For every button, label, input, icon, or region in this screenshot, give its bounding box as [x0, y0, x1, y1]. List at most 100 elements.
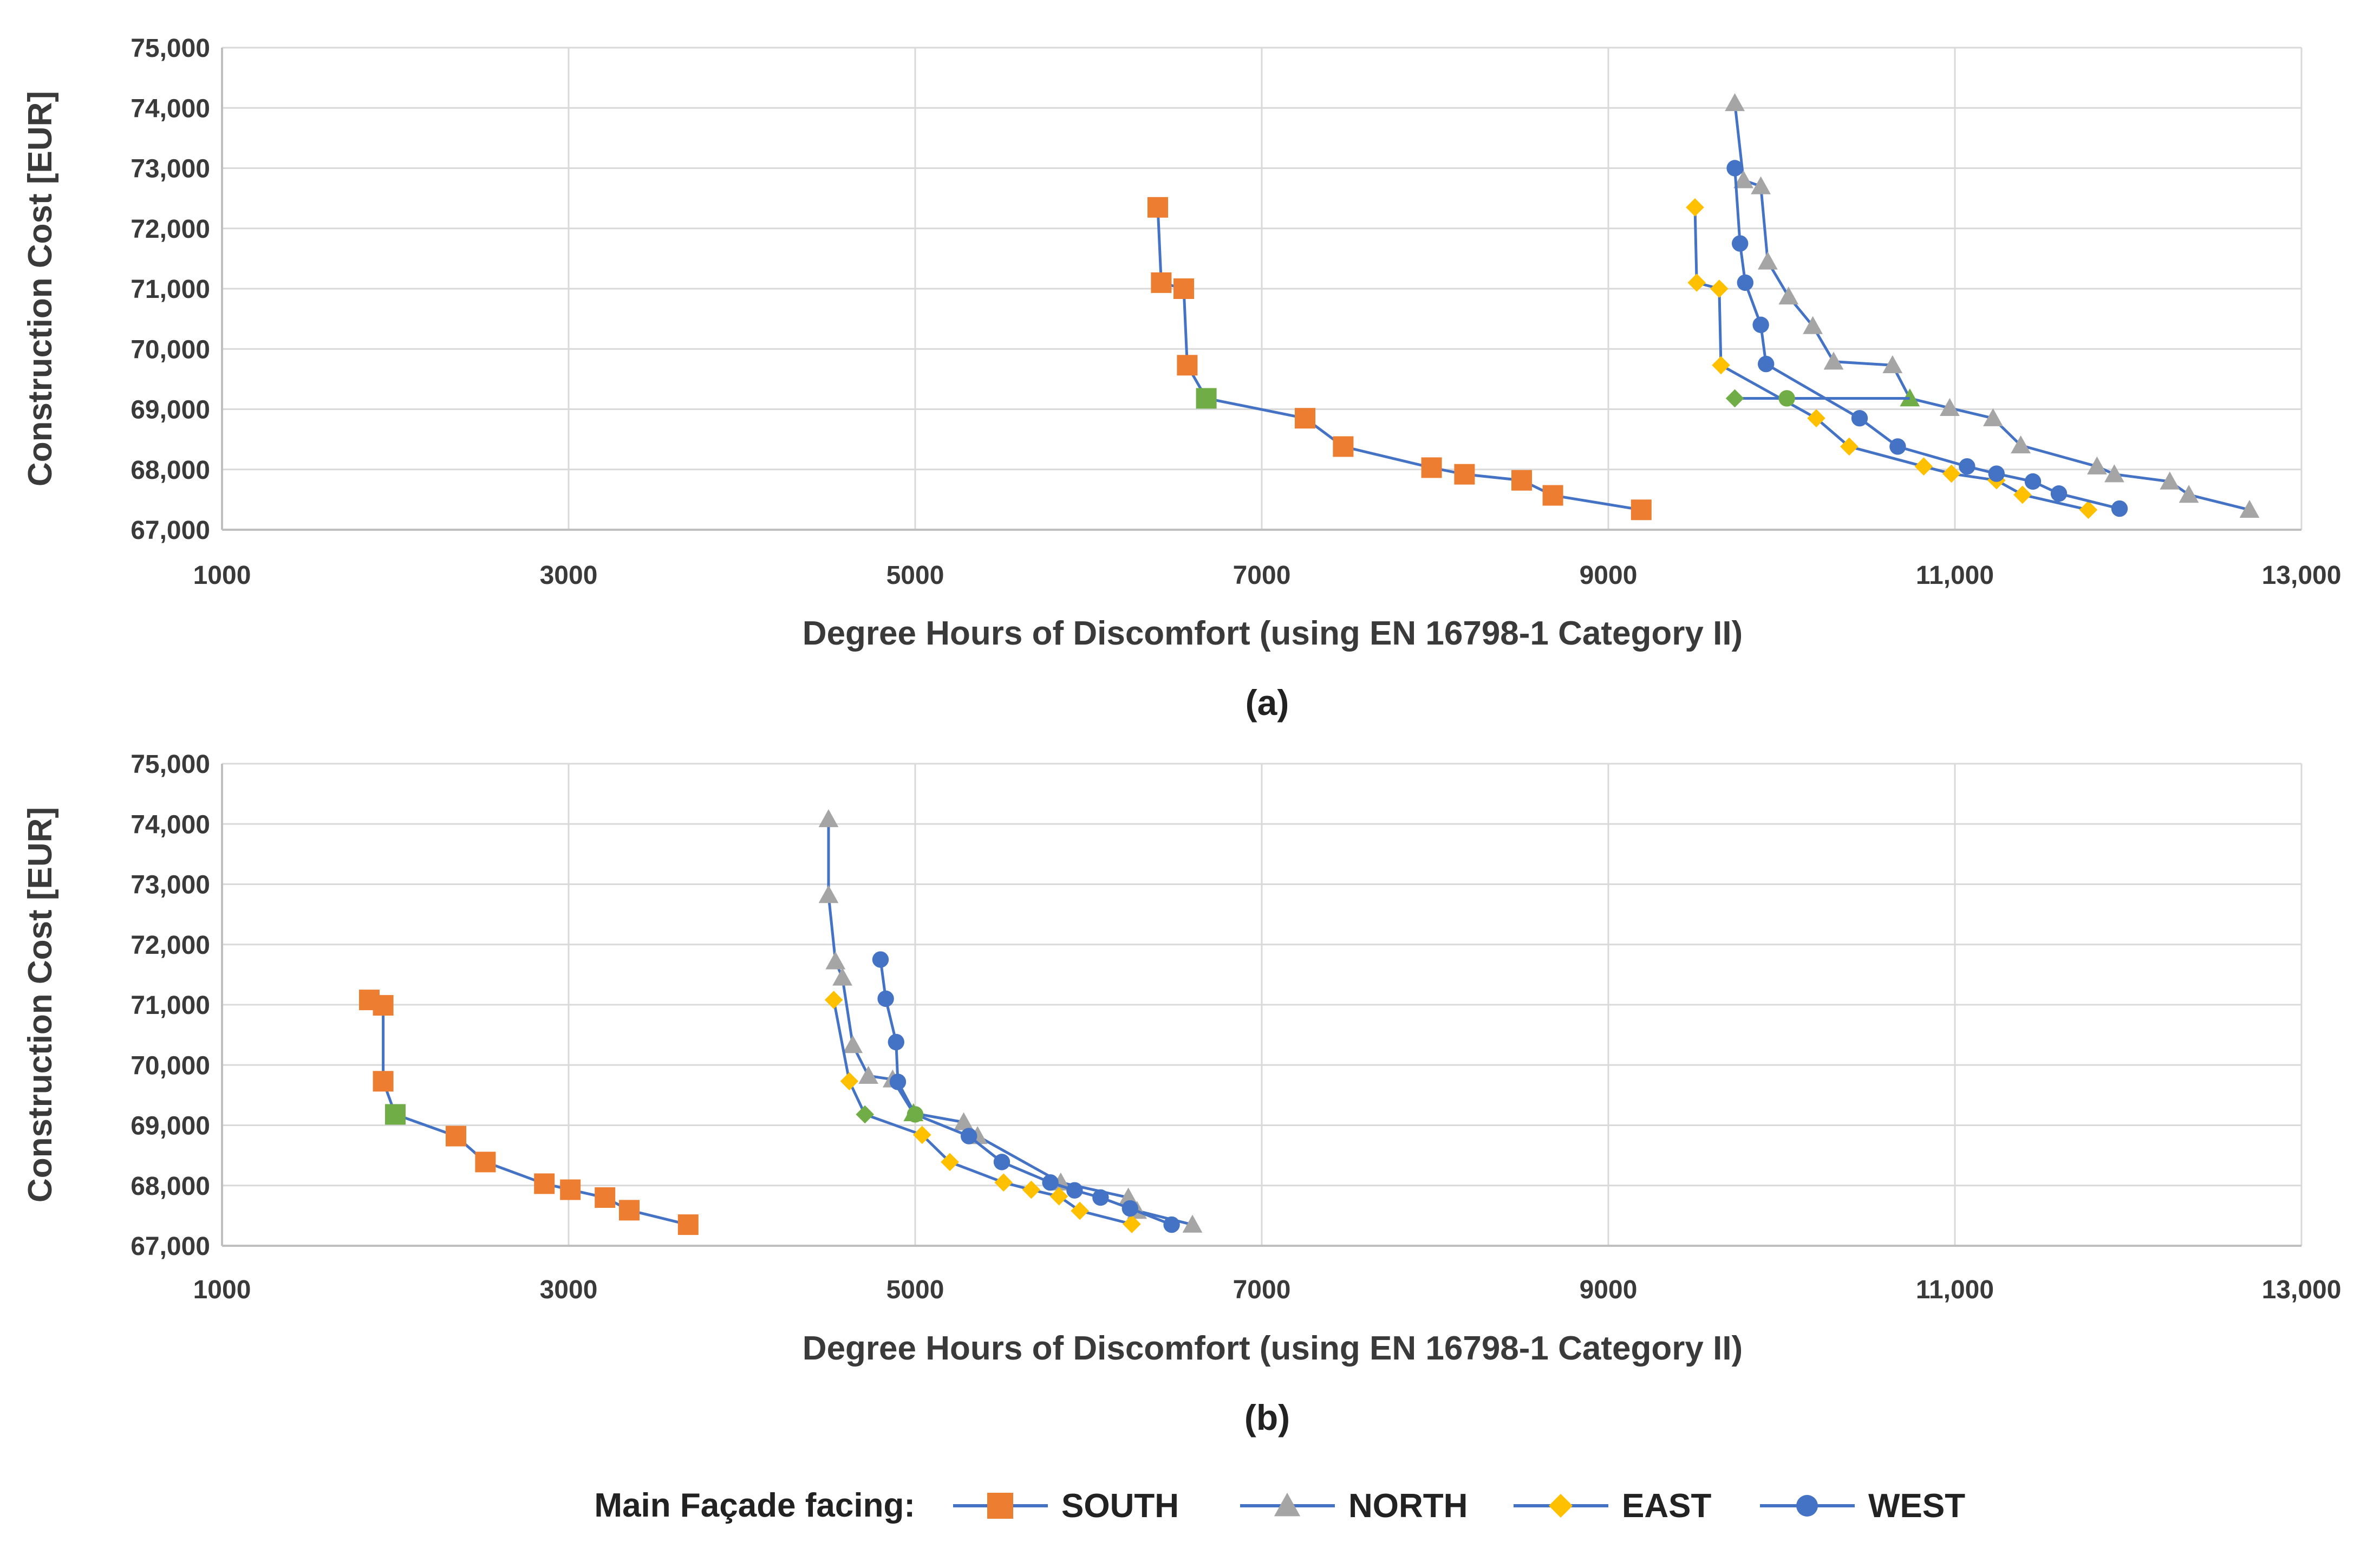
data-point-north — [2160, 471, 2180, 490]
data-point-north — [818, 809, 839, 828]
y-axis-label: Construction Cost [EUR] — [22, 807, 59, 1202]
data-point-south — [1454, 464, 1475, 485]
data-point-east — [941, 1153, 959, 1172]
legend: Main Façade facing: SOUTH NORTH EAST WEST — [594, 1487, 1965, 1525]
x-tick-label: 1000 — [193, 1276, 251, 1304]
data-point-south — [1151, 272, 1172, 293]
data-point-west — [1752, 316, 1769, 333]
x-tick-label: 5000 — [886, 561, 944, 590]
legend-item-north: NORTH — [1240, 1487, 1468, 1525]
data-point-west — [1851, 409, 1868, 427]
data-point-north — [858, 1065, 878, 1084]
x-tick-label: 13,000 — [2262, 561, 2342, 590]
data-point-north — [832, 967, 852, 986]
x-tick-label: 1000 — [193, 561, 251, 590]
data-point-south — [1295, 408, 1315, 429]
legend-label: WEST — [1868, 1487, 1965, 1525]
legend-label: SOUTH — [1061, 1487, 1179, 1525]
x-tick-label: 5000 — [886, 1276, 944, 1304]
data-point-north — [954, 1112, 974, 1130]
data-point-south — [446, 1126, 466, 1147]
data-point-south — [475, 1152, 496, 1173]
series-north — [1725, 93, 2260, 518]
x-tick-label: 11,000 — [1916, 1276, 1994, 1304]
data-point-north — [1882, 355, 1903, 374]
data-point-west — [1726, 160, 1743, 177]
data-point-north — [1778, 287, 1799, 305]
data-point-east — [1710, 279, 1729, 298]
x-tick-label: 11,000 — [1916, 561, 1994, 590]
data-point-west — [1959, 458, 1975, 475]
x-tick-label: 3000 — [540, 1276, 598, 1304]
data-point-west — [2050, 485, 2068, 502]
data-point-north — [1758, 251, 1778, 270]
legend-label: NORTH — [1348, 1487, 1468, 1525]
data-point-north — [1182, 1214, 1203, 1233]
data-point-east — [994, 1173, 1013, 1192]
data-point-north — [2179, 485, 2199, 503]
data-point-west — [1737, 274, 1753, 291]
data-point-south — [1147, 197, 1168, 218]
data-point-north — [1733, 170, 1753, 188]
data-point-south — [560, 1179, 581, 1200]
data-point-north — [1823, 352, 1844, 370]
y-tick-label: 71,000 — [131, 275, 210, 304]
data-point-south — [1177, 355, 1198, 376]
data-point-west — [1988, 465, 2005, 482]
series-north — [818, 809, 1203, 1233]
data-point-east — [1942, 464, 1961, 483]
data-point-east — [1807, 409, 1825, 427]
series-west — [872, 951, 1180, 1233]
legend-marker-south — [987, 1493, 1013, 1519]
data-point-north — [1725, 93, 1745, 112]
legend-label: EAST — [1622, 1487, 1711, 1525]
data-point-south — [1511, 470, 1532, 491]
data-point-west — [1758, 355, 1775, 373]
data-point-east — [1686, 198, 1704, 217]
data-point-south — [677, 1214, 699, 1235]
x-tick-label: 9000 — [1580, 561, 1638, 590]
panel-label: (a) — [1246, 682, 1289, 723]
data-point-east — [2079, 500, 2098, 519]
data-point-west — [872, 951, 889, 968]
series-south — [1147, 197, 1652, 521]
data-point-east — [1071, 1201, 1089, 1220]
data-point-west — [1121, 1200, 1138, 1217]
data-point-south — [595, 1187, 616, 1208]
data-point-north — [2239, 499, 2260, 518]
y-tick-label: 71,000 — [131, 991, 210, 1020]
x-axis-label: Degree Hours of Discomfort (using EN 167… — [803, 615, 1743, 652]
data-point-east — [824, 991, 843, 1009]
data-point-east — [1840, 437, 1859, 456]
legend-marker-north — [1274, 1492, 1301, 1517]
y-tick-label: 72,000 — [131, 215, 210, 244]
x-tick-label: 3000 — [540, 561, 598, 590]
series-south — [359, 990, 699, 1235]
data-point-south — [534, 1173, 555, 1194]
data-point-west — [907, 1106, 924, 1123]
data-point-east — [2013, 485, 2032, 504]
y-tick-label: 67,000 — [131, 1232, 210, 1261]
y-tick-label: 74,000 — [131, 94, 210, 123]
data-point-west — [1732, 235, 1749, 252]
data-point-east — [1049, 1187, 1068, 1206]
data-point-south — [1173, 278, 1194, 299]
y-tick-label: 75,000 — [131, 34, 210, 63]
y-tick-label: 72,000 — [131, 931, 210, 960]
data-point-south — [373, 995, 394, 1016]
legend-title: Main Façade facing: — [594, 1487, 915, 1524]
y-tick-label: 70,000 — [131, 1051, 210, 1080]
data-point-south — [373, 1071, 394, 1092]
data-point-south — [1333, 436, 1354, 457]
x-axis-label: Degree Hours of Discomfort (using EN 167… — [803, 1330, 1743, 1367]
data-point-west — [2111, 500, 2128, 517]
data-point-north — [825, 951, 846, 970]
x-tick-label: 7000 — [1233, 1276, 1291, 1304]
data-point-north — [1751, 176, 1771, 194]
y-axis-label: Construction Cost [EUR] — [22, 91, 59, 486]
data-point-east — [1914, 457, 1933, 476]
y-tick-label: 69,000 — [131, 396, 210, 425]
data-point-north — [2087, 456, 2107, 474]
series-line-north — [827, 819, 1193, 1226]
y-tick-label: 67,000 — [131, 516, 210, 545]
